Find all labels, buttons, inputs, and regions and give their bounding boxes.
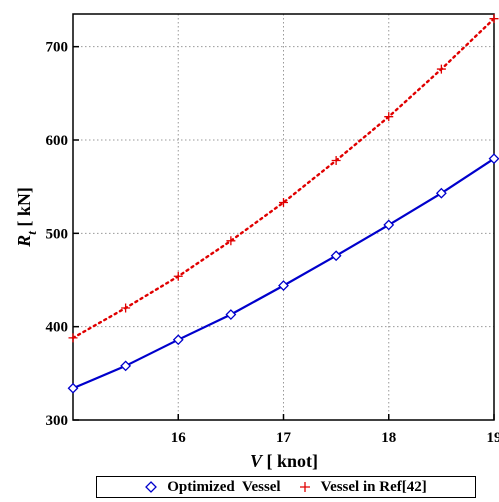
plus-marker-icon (299, 482, 310, 492)
data-point-diamond (120, 360, 132, 372)
data-point-diamond (172, 334, 184, 346)
data-point-plus (279, 198, 288, 208)
data-point-plus (173, 271, 183, 281)
data-point-plus (384, 112, 394, 122)
series-layer (67, 14, 499, 394)
y-tick-label: 400 (46, 320, 69, 336)
y-tick-label: 600 (46, 133, 69, 149)
data-point-diamond (435, 187, 447, 199)
data-point-plus (489, 14, 499, 24)
data-point-diamond (383, 219, 395, 231)
y-axis-title-unit: [ kN] (14, 187, 34, 231)
grid (73, 14, 495, 421)
data-point-plus (226, 236, 236, 246)
x-tick-label: 18 (381, 430, 396, 446)
diamond-marker-icon (145, 481, 158, 493)
y-axis: 300 400 500 600 700 (46, 40, 79, 429)
legend-entry-reference: Vessel in Ref[42] (299, 479, 427, 496)
x-axis-title: V [ knot] (250, 451, 318, 471)
y-tick-label: 700 (46, 40, 69, 56)
series-line-1 (71, 17, 496, 340)
data-point-diamond (488, 153, 499, 165)
y-tick-label: 500 (46, 226, 69, 242)
x-axis-title-main: V (250, 451, 264, 471)
x-tick-label: 19 (487, 430, 499, 446)
data-point-plus (68, 333, 78, 343)
x-tick-label: 16 (171, 430, 187, 446)
data-point-diamond (67, 382, 79, 394)
y-axis-title-main: R (14, 235, 34, 248)
y-axis-title-sub: t (24, 231, 39, 235)
legend-label-optimized: Optimized Vessel (167, 478, 281, 495)
data-point-plus (121, 303, 131, 313)
data-point-plus (331, 156, 341, 166)
legend-label-reference: Vessel in Ref[42] (320, 478, 427, 495)
data-point-diamond (278, 280, 289, 292)
y-tick-label: 300 (46, 413, 69, 429)
data-point-diamond (225, 309, 237, 320)
x-axis-title-unit: [ knot] (262, 451, 318, 471)
x-axis: 16 17 18 19 (171, 414, 499, 446)
y-axis-title: Rt [ kN] (14, 187, 39, 248)
legend: Optimized Vessel Vessel in Ref[42] (96, 476, 476, 498)
data-point-plus (436, 64, 446, 74)
legend-entry-optimized: Optimized Vessel (145, 478, 281, 496)
series-line-0 (72, 157, 495, 390)
data-point-diamond (330, 250, 342, 262)
x-tick-label: 17 (276, 430, 292, 446)
